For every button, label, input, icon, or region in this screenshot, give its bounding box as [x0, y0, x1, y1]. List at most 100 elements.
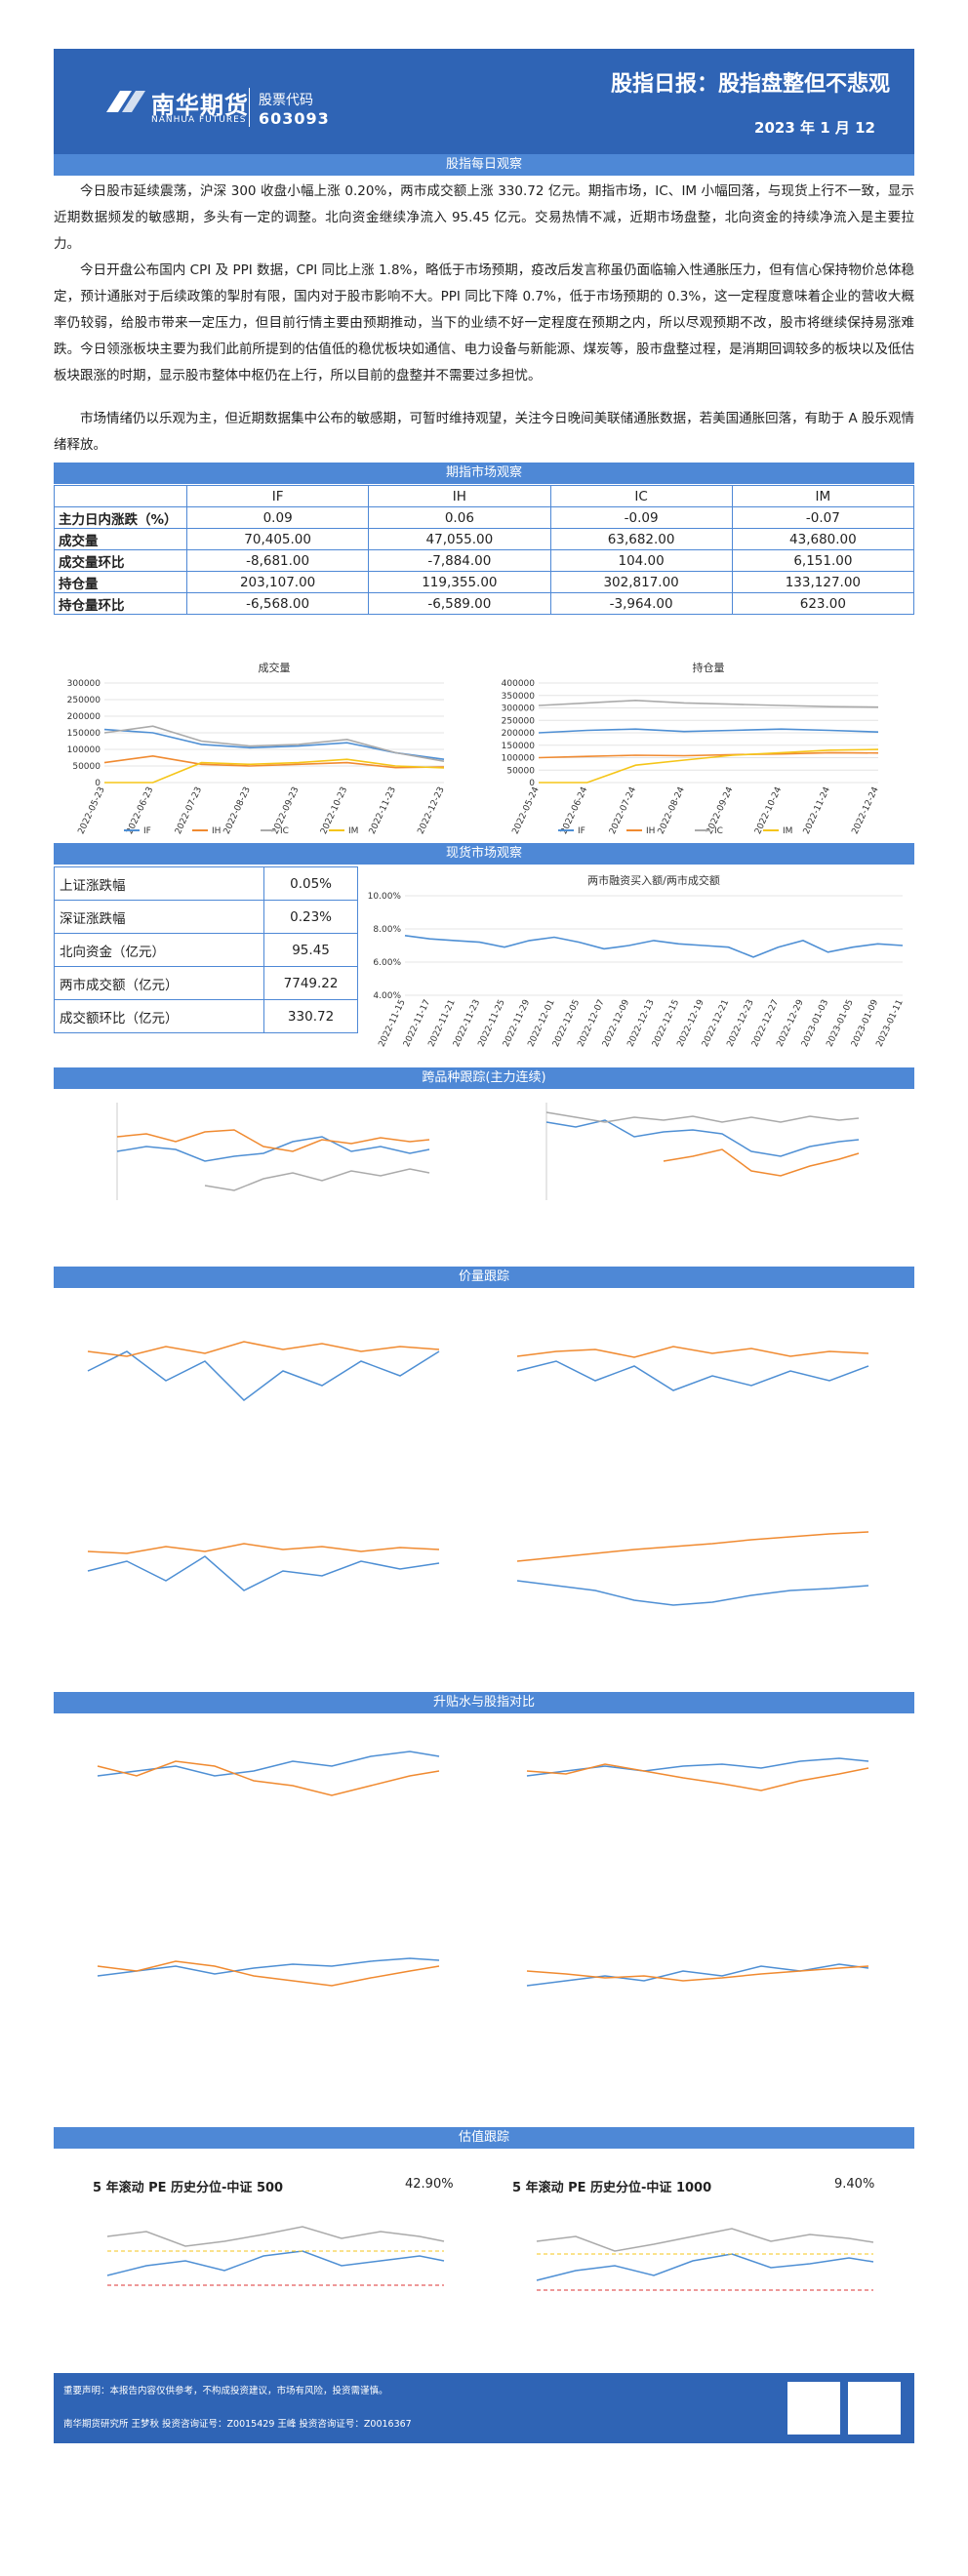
legend-label: IC [714, 826, 723, 836]
ih-basis-index-chart [488, 1717, 898, 1903]
if-basis-index-chart-svg [97, 1751, 440, 1796]
column-header [54, 485, 187, 507]
y-tick-label: 0 [529, 779, 535, 788]
if-basis-index-chart [59, 1717, 468, 1903]
table-row: 上证涨跌幅 0.05% [53, 866, 358, 901]
column-header: IH [368, 485, 551, 507]
ic-basis-index-chart-svg [97, 1957, 440, 1987]
y-tick-label: 150000 [502, 742, 536, 751]
chart-title: 成交量 [259, 661, 291, 674]
table-cell: 43,680.00 [731, 528, 915, 550]
section-futures-market: 期指市场观察 [54, 463, 914, 484]
row-label: 上证涨跌幅 [53, 866, 265, 901]
volume-chart: 成交量 0 50000 100000 150000 200000 250000 300000 2… [54, 656, 454, 841]
section-daily-observation: 股指每日观察 [54, 154, 914, 176]
row-label: 持仓量 [54, 571, 187, 593]
y-tick-label: 0 [95, 779, 101, 788]
y-tick-label: 100000 [502, 754, 536, 764]
report-date: 2023 年 1 月 12 [754, 119, 875, 137]
table-row: 持仓量 203,107.00 119,355.00 302,817.00 133… [54, 571, 915, 593]
nanhua-logo-icon [106, 91, 145, 112]
ih-basis-index-chart-svg [526, 1757, 869, 1791]
table-cell: -7,884.00 [368, 549, 551, 572]
y-tick-label: 6.00% [373, 958, 401, 968]
x-tick-label: 2022-12-24 [851, 785, 881, 836]
row-label: 成交额环比（亿元） [53, 999, 265, 1033]
y-tick-label: 300000 [502, 704, 536, 714]
row-label: 北向资金（亿元） [53, 933, 265, 967]
row-label: 两市成交额（亿元） [53, 966, 265, 1000]
chart-title: 两市融资买入额/两市成交额 [587, 873, 720, 887]
volume-chart-svg: 成交量 0 50000 100000 150000 200000 250000 300000 2… [67, 661, 447, 836]
table-cell: 63,682.00 [549, 528, 733, 550]
row-label: 成交量环比 [54, 549, 187, 572]
x-tick-label: 2022-11-24 [802, 785, 832, 836]
qr-code-icon[interactable] [848, 2382, 901, 2435]
ih-basis-volume-chart-svg [516, 1346, 869, 1391]
im-basis-index-chart [488, 1917, 898, 2103]
y-tick-label: 10.00% [368, 892, 402, 902]
table-cell: 0.09 [185, 506, 370, 529]
if-basis-volume-chart [59, 1293, 468, 1478]
column-header: IF [185, 485, 370, 507]
column-header: IM [731, 485, 915, 507]
x-tick-label: 2022-12-23 [417, 785, 447, 836]
table-cell: 0.06 [368, 506, 551, 529]
y-tick-label: 250000 [502, 716, 536, 726]
table-cell: -0.07 [731, 506, 915, 529]
pe-percentile-csi500-label: 5 年滚动 PE 历史分位-中证 500 [93, 2181, 284, 2195]
series-line-IM [539, 748, 879, 784]
row-label: 持仓量环比 [54, 592, 187, 615]
table-cell: 47,055.00 [368, 528, 551, 550]
row-label: 成交量 [54, 528, 187, 550]
ic-basis-volume-chart-svg [87, 1543, 440, 1591]
series-line-IF [538, 728, 879, 734]
ih-ratio-chart [488, 1093, 898, 1278]
margin-ratio-chart: 两市融资买入额/两市成交额 4.00% 6.00% 8.00% 10.00% 2022-1… [366, 868, 912, 1064]
y-tick-label: 400000 [502, 679, 536, 689]
y-tick-label: 200000 [502, 729, 536, 739]
series-line-IH [103, 754, 445, 769]
open-interest-chart-svg: 持仓量 0 50000 100000 150000 200000 250000 300000 3… [502, 661, 881, 836]
x-tick-label: 2022-07-23 [174, 785, 204, 836]
pe-percentile-csi1000-value: 9.40% [834, 2177, 875, 2192]
table-cell: 0.05% [263, 866, 358, 901]
if-ratio-chart-svg [116, 1103, 430, 1200]
series-line-融资买入额/成交额 [404, 935, 904, 958]
company-name-en: NANHUA FUTURES [151, 115, 247, 125]
futures-table: IF IH IC IM 主力日内涨跌（%） 0.09 0.06 -0.09 -0… [54, 485, 915, 615]
series-line-IM [104, 758, 445, 784]
row-label: 主力日内涨跌（%） [54, 506, 187, 529]
legend-label: IF [578, 826, 585, 836]
y-tick-label: 100000 [67, 745, 101, 755]
csi300-valuation-chart-svg [536, 2228, 874, 2291]
table-row: 成交量 70,405.00 47,055.00 63,682.00 43,680… [54, 528, 915, 550]
table-cell: 7749.22 [263, 966, 358, 1000]
margin-ratio-chart-svg: 两市融资买入额/两市成交额4.00%6.00%8.00%10.00%2022-1… [368, 873, 906, 1049]
table-cell: -3,964.00 [549, 592, 733, 615]
table-cell: 330.72 [263, 999, 358, 1033]
qr-code-icon[interactable] [787, 2382, 840, 2435]
table-row: 主力日内涨跌（%） 0.09 0.06 -0.09 -0.07 [54, 506, 915, 529]
table-cell: -6,589.00 [368, 592, 551, 615]
table-row: 持仓量环比 -6,568.00 -6,589.00 -3,964.00 623.… [54, 592, 915, 615]
section-valuation: 估值跟踪 [54, 2127, 914, 2149]
table-cell: 95.45 [263, 933, 358, 967]
disclaimer: 重要声明：本报告内容仅供参考，不构成投资建议，市场有风险，投资需谨慎。 [63, 2386, 388, 2396]
x-tick-label: 2022-08-23 [222, 785, 253, 836]
x-tick-label: 2022-05-23 [77, 785, 107, 836]
im-basis-index-chart-svg [526, 1963, 869, 1987]
table-cell: 623.00 [731, 592, 915, 615]
table-cell: 104.00 [549, 549, 733, 572]
y-tick-label: 250000 [67, 696, 101, 705]
y-tick-label: 4.00% [373, 991, 401, 1001]
paragraph-2: 今日开盘公布国内 CPI 及 PPI 数据，CPI 同比上涨 1.8%，略低于市… [54, 262, 914, 383]
ic-basis-index-chart [59, 1917, 468, 2103]
legend-label: IH [212, 826, 221, 836]
header-divider [249, 88, 250, 127]
legend-label: IH [646, 826, 655, 836]
legend-label: IF [143, 826, 151, 836]
table-cell: 133,127.00 [731, 571, 915, 593]
futures-table-header: IF IH IC IM [54, 485, 915, 507]
valuation-percentile-row: 5 年滚动 PE 历史分位-中证 500 42.90% 5 年滚动 PE 历史分… [54, 2174, 914, 2195]
